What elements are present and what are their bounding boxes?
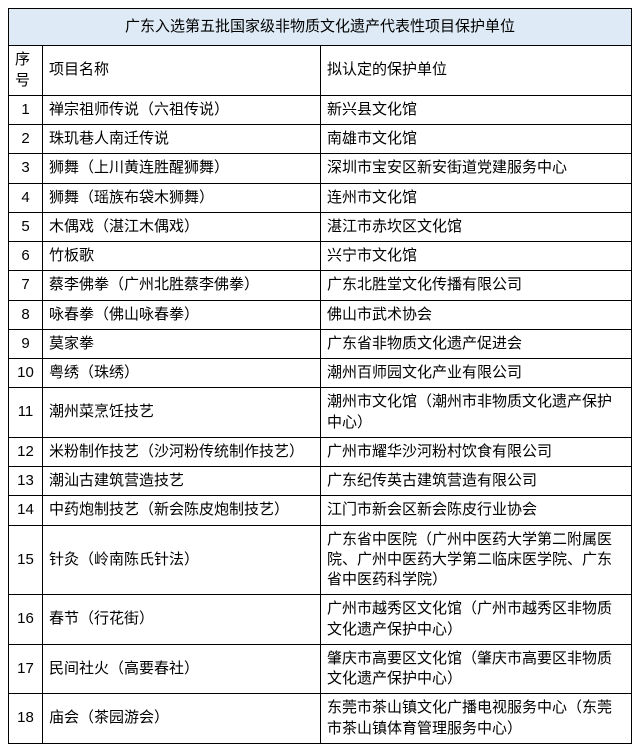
table-row: 8咏春拳（佛山咏春拳）佛山市武术协会 — [9, 300, 632, 329]
header-row: 序号 项目名称 拟认定的保护单位 — [9, 46, 632, 96]
cell-seq: 15 — [9, 525, 43, 595]
cell-unit: 广东北胜堂文化传播有限公司 — [321, 271, 632, 300]
cell-name: 潮汕古建筑营造技艺 — [43, 467, 321, 496]
col-seq: 序号 — [9, 46, 43, 96]
cell-name: 蔡李佛拳（广州北胜蔡李佛拳） — [43, 271, 321, 300]
table-row: 5木偶戏（湛江木偶戏）湛江市赤坎区文化馆 — [9, 212, 632, 241]
cell-name: 竹板歌 — [43, 242, 321, 271]
table-row: 11潮州菜烹饪技艺潮州市文化馆（潮州市非物质文化遗产保护中心） — [9, 388, 632, 438]
table-row: 10粤绣（珠绣）潮州百师园文化产业有限公司 — [9, 359, 632, 388]
cell-unit: 兴宁市文化馆 — [321, 242, 632, 271]
table-row: 2珠玑巷人南迁传说南雄市文化馆 — [9, 125, 632, 154]
cell-name: 咏春拳（佛山咏春拳） — [43, 300, 321, 329]
cell-seq: 4 — [9, 183, 43, 212]
cell-name: 春节（行花街） — [43, 595, 321, 645]
col-name: 项目名称 — [43, 46, 321, 96]
table-row: 4狮舞（瑶族布袋木狮舞）连州市文化馆 — [9, 183, 632, 212]
table-row: 17民间社火（高要春社）肇庆市高要区文化馆（肇庆市高要区非物质文化遗产保护中心） — [9, 644, 632, 694]
cell-name: 狮舞（瑶族布袋木狮舞） — [43, 183, 321, 212]
cell-unit: 佛山市武术协会 — [321, 300, 632, 329]
cell-unit: 广州市耀华沙河粉村饮食有限公司 — [321, 437, 632, 466]
cell-unit: 潮州市文化馆（潮州市非物质文化遗产保护中心） — [321, 388, 632, 438]
table-row: 9莫家拳广东省非物质文化遗产促进会 — [9, 329, 632, 358]
cell-name: 米粉制作技艺（沙河粉传统制作技艺） — [43, 437, 321, 466]
cell-unit: 广东纪传英古建筑营造有限公司 — [321, 467, 632, 496]
cell-name: 珠玑巷人南迁传说 — [43, 125, 321, 154]
cell-unit: 深圳市宝安区新安街道党建服务中心 — [321, 154, 632, 183]
table-row: 18庙会（茶园游会）东莞市茶山镇文化广播电视服务中心（东莞市茶山镇体育管理服务中… — [9, 694, 632, 744]
table-row: 6竹板歌兴宁市文化馆 — [9, 242, 632, 271]
table-row: 14中药炮制技艺（新会陈皮炮制技艺）江门市新会区新会陈皮行业协会 — [9, 496, 632, 525]
heritage-table: 广东入选第五批国家级非物质文化遗产代表性项目保护单位 序号 项目名称 拟认定的保… — [8, 8, 632, 744]
cell-seq: 17 — [9, 644, 43, 694]
table-row: 7蔡李佛拳（广州北胜蔡李佛拳）广东北胜堂文化传播有限公司 — [9, 271, 632, 300]
cell-seq: 11 — [9, 388, 43, 438]
cell-name: 庙会（茶园游会） — [43, 694, 321, 744]
cell-seq: 6 — [9, 242, 43, 271]
cell-name: 民间社火（高要春社） — [43, 644, 321, 694]
cell-name: 针灸（岭南陈氏针法） — [43, 525, 321, 595]
cell-seq: 16 — [9, 595, 43, 645]
col-unit: 拟认定的保护单位 — [321, 46, 632, 96]
cell-name: 莫家拳 — [43, 329, 321, 358]
cell-unit: 东莞市茶山镇文化广播电视服务中心（东莞市茶山镇体育管理服务中心） — [321, 694, 632, 744]
table-row: 16春节（行花街）广州市越秀区文化馆（广州市越秀区非物质文化遗产保护中心） — [9, 595, 632, 645]
cell-unit: 广东省非物质文化遗产促进会 — [321, 329, 632, 358]
table-row: 3狮舞（上川黄连胜醒狮舞）深圳市宝安区新安街道党建服务中心 — [9, 154, 632, 183]
cell-name: 粤绣（珠绣） — [43, 359, 321, 388]
cell-seq: 12 — [9, 437, 43, 466]
cell-seq: 3 — [9, 154, 43, 183]
cell-seq: 2 — [9, 125, 43, 154]
cell-unit: 湛江市赤坎区文化馆 — [321, 212, 632, 241]
cell-seq: 10 — [9, 359, 43, 388]
cell-unit: 广州市越秀区文化馆（广州市越秀区非物质文化遗产保护中心） — [321, 595, 632, 645]
cell-unit: 广东省中医院（广州中医药大学第二附属医院、广州中医药大学第二临床医学院、广东省中… — [321, 525, 632, 595]
cell-unit: 南雄市文化馆 — [321, 125, 632, 154]
table-row: 12米粉制作技艺（沙河粉传统制作技艺）广州市耀华沙河粉村饮食有限公司 — [9, 437, 632, 466]
table-title: 广东入选第五批国家级非物质文化遗产代表性项目保护单位 — [9, 9, 632, 46]
cell-name: 禅宗祖师传说（六祖传说） — [43, 95, 321, 124]
table-row: 15针灸（岭南陈氏针法）广东省中医院（广州中医药大学第二附属医院、广州中医药大学… — [9, 525, 632, 595]
cell-seq: 13 — [9, 467, 43, 496]
cell-unit: 肇庆市高要区文化馆（肇庆市高要区非物质文化遗产保护中心） — [321, 644, 632, 694]
cell-unit: 江门市新会区新会陈皮行业协会 — [321, 496, 632, 525]
cell-seq: 14 — [9, 496, 43, 525]
cell-name: 潮州菜烹饪技艺 — [43, 388, 321, 438]
title-row: 广东入选第五批国家级非物质文化遗产代表性项目保护单位 — [9, 9, 632, 46]
cell-name: 木偶戏（湛江木偶戏） — [43, 212, 321, 241]
cell-seq: 18 — [9, 694, 43, 744]
cell-seq: 5 — [9, 212, 43, 241]
table-row: 13潮汕古建筑营造技艺广东纪传英古建筑营造有限公司 — [9, 467, 632, 496]
cell-unit: 新兴县文化馆 — [321, 95, 632, 124]
cell-seq: 7 — [9, 271, 43, 300]
cell-unit: 潮州百师园文化产业有限公司 — [321, 359, 632, 388]
cell-seq: 8 — [9, 300, 43, 329]
cell-seq: 1 — [9, 95, 43, 124]
table-row: 1禅宗祖师传说（六祖传说）新兴县文化馆 — [9, 95, 632, 124]
cell-unit: 连州市文化馆 — [321, 183, 632, 212]
cell-seq: 9 — [9, 329, 43, 358]
cell-name: 狮舞（上川黄连胜醒狮舞） — [43, 154, 321, 183]
cell-name: 中药炮制技艺（新会陈皮炮制技艺） — [43, 496, 321, 525]
